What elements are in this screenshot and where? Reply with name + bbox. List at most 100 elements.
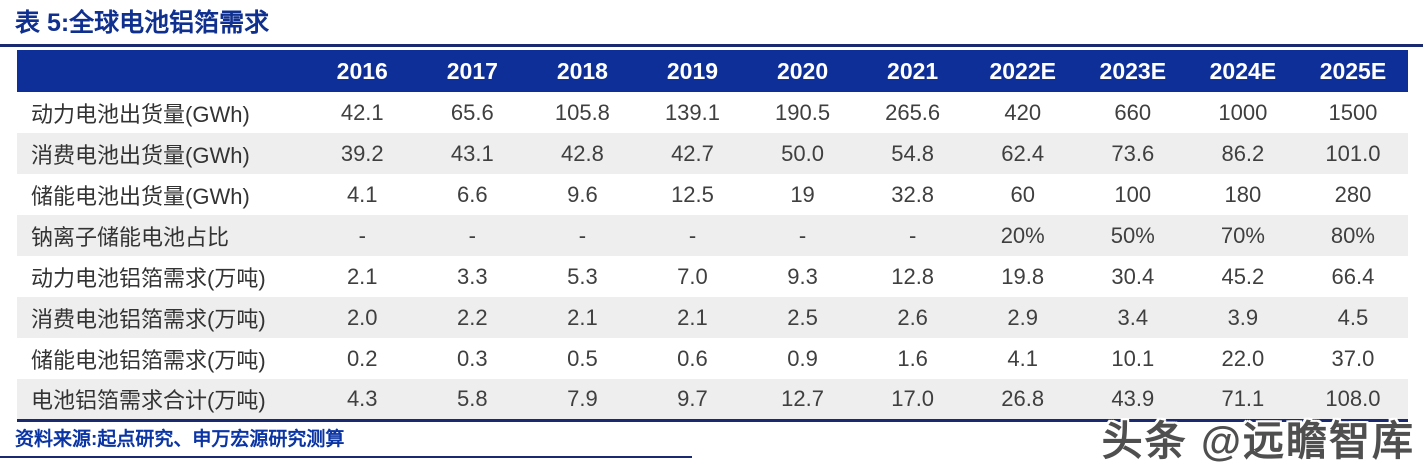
row-label: 储能电池铝箔需求(万吨): [31, 347, 266, 373]
table-cell: 100: [1114, 181, 1152, 207]
table-cell: 4.5: [1337, 304, 1369, 330]
table-cell: 4.3: [346, 385, 378, 411]
table-cell: 105.8: [554, 99, 610, 125]
table-cell: 3.4: [1117, 304, 1149, 330]
table-cell: 139.1: [664, 99, 720, 125]
table-cell: 42.1: [340, 99, 384, 125]
table-cell: 0.9: [787, 345, 818, 371]
row-label: 钠离子储能电池占比: [31, 224, 230, 250]
table-cell: 50.0: [781, 140, 824, 166]
table-cell: 65.6: [450, 99, 494, 125]
table-cell: 60: [1010, 181, 1035, 207]
column-header: 2019: [637, 50, 748, 92]
table-cell: 62.4: [1001, 140, 1045, 166]
table-cell: 265.6: [885, 99, 941, 125]
column-header: 2022E: [967, 50, 1078, 92]
table-cell: 0.2: [346, 345, 378, 371]
column-header: 2017: [417, 50, 528, 92]
table-cell: 2.0: [346, 304, 378, 330]
table-cell: 180: [1224, 181, 1262, 207]
table-cell: 1500: [1328, 99, 1378, 125]
table-cell: 12.7: [781, 385, 824, 411]
table-row: 消费电池出货量(GWh) 39.2 43.1 42.8 42.7 50.0 54.8 62.4…: [17, 133, 1408, 174]
table-cell: -: [578, 222, 587, 248]
row-label: 动力电池铝箔需求(万吨): [31, 265, 266, 291]
table-cell: -: [468, 222, 476, 248]
table-cell: 2.6: [897, 304, 928, 330]
row-label: 电池铝箔需求合计(万吨): [31, 387, 266, 413]
table-row: 动力电池铝箔需求(万吨) 2.1 3.3 5.3 7.0 9.3 12.8 19.8 30.4 4…: [17, 256, 1408, 297]
table-row: 储能电池出货量(GWh) 4.1 6.6 9.6 12.5 19 32.8 60 100 180 2…: [17, 174, 1408, 215]
table-cell: 280: [1334, 181, 1372, 207]
header-cell-empty: [17, 50, 308, 92]
table-cell: 2.1: [677, 304, 708, 330]
column-header: 2023E: [1077, 50, 1188, 92]
table-row: 钠离子储能电池占比 - - - - - - 20% 50% 70% 80%: [17, 215, 1408, 256]
column-header: 2018: [527, 50, 638, 92]
table-cell: 2.9: [1007, 304, 1038, 330]
footer-divider-rule: [0, 455, 692, 458]
table-cell: 73.6: [1111, 140, 1155, 166]
table-cell: 9.6: [567, 181, 598, 207]
table-cell: 190.5: [775, 99, 831, 125]
table-cell: 9.7: [677, 385, 708, 411]
table-row: 动力电池出货量(GWh) 42.1 65.6 105.8 139.1 190.5 265.6…: [17, 92, 1408, 133]
table-row: 储能电池铝箔需求(万吨) 0.2 0.3 0.5 0.6 0.9 1.6 4.1 10.1 22.…: [17, 338, 1408, 379]
row-label: 消费电池铝箔需求(万吨): [31, 306, 266, 332]
table-cell: 12.5: [671, 181, 714, 207]
table-cell: -: [688, 222, 697, 248]
table-cell: 17.0: [891, 385, 935, 411]
table-cell: 10.1: [1111, 345, 1155, 371]
table-cell: 42.7: [671, 140, 714, 166]
table-cell: 70%: [1220, 222, 1265, 248]
table-cell: 26.8: [1001, 385, 1045, 411]
table-cell: 0.3: [457, 345, 488, 371]
table-cell: 12.8: [891, 263, 935, 289]
table-cell: -: [798, 222, 807, 248]
table-cell: 19: [790, 181, 815, 207]
table-cell: 5.8: [457, 385, 488, 411]
table-cell: 71.1: [1221, 385, 1265, 411]
table-cell: -: [908, 222, 917, 248]
table-cell: 32.8: [891, 181, 935, 207]
watermark: 头条 @远瞻智库: [1101, 418, 1415, 464]
table-cell: 2.2: [457, 304, 488, 330]
table-cell: 4.1: [1007, 345, 1038, 371]
table-cell: 42.8: [560, 140, 604, 166]
table-cell: 4.1: [346, 181, 378, 207]
title-divider-rule: [0, 44, 1423, 47]
row-label: 消费电池出货量(GWh): [31, 142, 250, 168]
table-cell: 30.4: [1111, 263, 1155, 289]
page-title: 表 5:全球电池铝箔需求: [15, 9, 270, 37]
column-header: 2016: [307, 50, 418, 92]
table-cell: 5.3: [567, 263, 598, 289]
table-cell: 1.6: [897, 345, 928, 371]
table-cell: 7.0: [677, 263, 708, 289]
table-cell: 1000: [1218, 99, 1268, 125]
row-label: 动力电池出货量(GWh): [31, 101, 250, 127]
table-cell: 0.6: [677, 345, 708, 371]
table-cell: 9.3: [787, 263, 818, 289]
table-cell: 45.2: [1221, 263, 1265, 289]
source-note: 资料来源:起点研究、申万宏源研究测算: [15, 428, 345, 450]
table-cell: 6.6: [457, 181, 488, 207]
table-cell: 54.8: [891, 140, 935, 166]
table-cell: 0.5: [567, 345, 598, 371]
column-header: 2025E: [1297, 50, 1408, 92]
table-cell: 50%: [1110, 222, 1155, 248]
column-header: 2021: [857, 50, 968, 92]
table-cell: 101.0: [1325, 140, 1381, 166]
table-cell: 39.2: [340, 140, 384, 166]
column-header: 2024E: [1187, 50, 1298, 92]
table-cell: 2.5: [787, 304, 818, 330]
table-cell: 80%: [1330, 222, 1375, 248]
table-header-row: 2016 2017 2018 2019 2020 2021 2022E 2023E 2024E 2…: [17, 50, 1408, 92]
table-cell: 19.8: [1001, 263, 1045, 289]
battery-foil-demand-table: 2016 2017 2018 2019 2020 2021 2022E 2023E 2024E 2…: [17, 50, 1408, 422]
table-cell: 660: [1114, 99, 1152, 125]
column-header: 2020: [747, 50, 858, 92]
table-row: 消费电池铝箔需求(万吨) 2.0 2.2 2.1 2.1 2.5 2.6 2.9 3.4 3.9 4…: [17, 297, 1408, 338]
table-cell: 3.9: [1227, 304, 1259, 330]
row-label: 储能电池出货量(GWh): [31, 183, 250, 209]
table-cell: 2.1: [567, 304, 598, 330]
